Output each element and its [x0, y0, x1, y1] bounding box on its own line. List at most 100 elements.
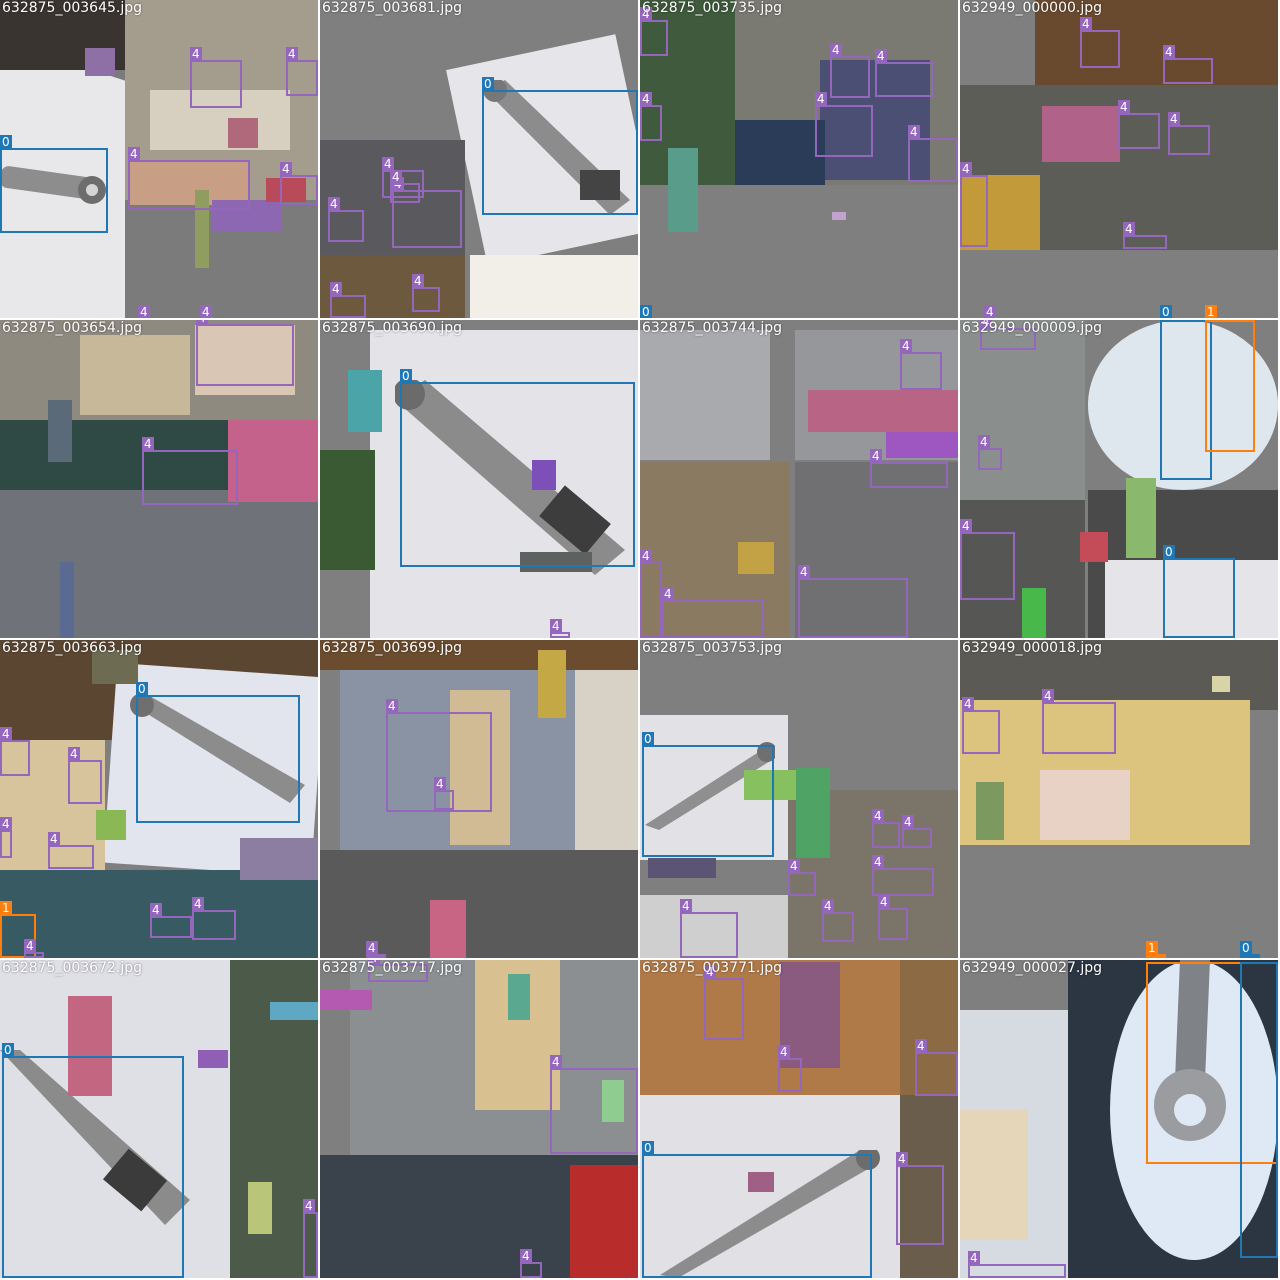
bbox-class-1: 1 [1205, 320, 1255, 452]
bbox-class-4: 4 [822, 899, 854, 942]
class-label: 0 [640, 305, 652, 318]
class-label: 4 [48, 832, 60, 846]
bbox-class-4: 4 [662, 587, 764, 638]
class-label: 4 [386, 699, 398, 713]
class-label: 4 [192, 897, 204, 911]
class-label: 4 [962, 697, 974, 711]
class-label: 4 [978, 435, 990, 449]
class-label: 4 [908, 125, 920, 139]
class-label: 1 [1205, 305, 1217, 318]
bbox-class-4: 4 [1168, 112, 1210, 155]
bbox-class-4: 4 [872, 855, 934, 896]
class-label: 4 [915, 1039, 927, 1053]
bbox-class-4: 4 [640, 549, 662, 638]
bbox-class-4: 4 [550, 1055, 638, 1154]
bbox-class-4: 4 [68, 747, 102, 804]
bbox-class-4: 4 [900, 339, 942, 390]
class-label: 4 [280, 162, 292, 176]
image-filename: 632949_000027.jpg [962, 960, 1102, 976]
class-label: 4 [200, 305, 212, 318]
image-filename: 632949_000009.jpg [962, 320, 1102, 336]
bbox-class-0: 0 [1160, 320, 1212, 480]
mosaic-tile: 4 4 632875_003654.jpg [0, 320, 318, 638]
bbox-class-4: 4 [962, 697, 1000, 754]
class-label: 4 [1168, 112, 1180, 126]
class-label: 4 [286, 47, 298, 61]
class-label: 4 [1118, 100, 1130, 114]
bbox-class-4: 4 [980, 320, 1036, 350]
class-label: 4 [662, 587, 674, 601]
bbox-class-0: 0 [642, 1141, 872, 1278]
bbox-class-4: 4 [520, 1249, 542, 1278]
bbox-class-4: 4 [915, 1039, 958, 1096]
bbox-class-4: 4 [1042, 689, 1116, 754]
bbox-class-4: 4 [680, 899, 738, 958]
class-label: 4 [390, 170, 402, 184]
bbox-class-0: 0 [136, 682, 300, 823]
image-filename: 632949_000018.jpg [962, 640, 1102, 656]
bbox-class-4: 4 [190, 47, 242, 108]
class-label: 4 [24, 939, 36, 953]
mosaic-tile: 0 4 4 4 4 4 4 4 632875_003753.jpg [640, 640, 958, 958]
class-label: 0 [1160, 320, 1172, 321]
image-filename: 632875_003744.jpg [642, 320, 782, 336]
class-label: 0 [482, 77, 494, 91]
bbox-class-4: 4 [368, 960, 428, 982]
class-label: 0 [642, 732, 654, 746]
image-filename: 632875_003717.jpg [322, 960, 462, 976]
class-label: 4 [980, 320, 992, 329]
class-label: 4 [1163, 45, 1175, 59]
bbox-class-4: 4 [815, 92, 873, 157]
class-label: 4 [550, 619, 562, 633]
class-label: 4 [878, 895, 890, 909]
class-label: 4 [640, 7, 652, 21]
class-label: 4 [366, 941, 378, 955]
mosaic-tile: 0 4 4 4 4 4 4 1 4 632875_003663.jpg [0, 640, 318, 958]
image-filename: 632875_003753.jpg [642, 640, 782, 656]
image-filename: 632875_003735.jpg [642, 0, 782, 16]
bbox-class-4: 4 [0, 727, 30, 776]
bbox-class-4: 4 [640, 7, 668, 56]
class-label: 1 [0, 901, 12, 915]
class-label: 0 [642, 1141, 654, 1155]
bbox-class-4: 4 [872, 809, 900, 848]
bbox-class-4: 4 [1118, 100, 1160, 149]
class-label: 4 [382, 157, 394, 171]
class-label: 0 [2, 1043, 14, 1057]
class-label: 4 [520, 1249, 532, 1263]
bbox-class-4: 4 [640, 92, 662, 141]
mosaic-tile: 4 4 4 632875_003699.jpg [320, 640, 638, 958]
mosaic-tile: 4 4 4 0 1 0 632949_000009.jpg [960, 320, 1278, 638]
class-label: 4 [68, 747, 80, 761]
bbox-class-4: 4 [330, 282, 366, 318]
class-label: 4 [0, 817, 12, 831]
image-filename: 632875_003645.jpg [2, 0, 142, 16]
bbox-class-4: 4 [366, 941, 386, 958]
bbox-class-4: 4 [386, 699, 492, 812]
class-label: 4 [680, 899, 692, 913]
bbox-class-4: 4 [390, 170, 420, 203]
bbox-class-4: 4 [192, 897, 236, 940]
class-label: 4 [896, 1152, 908, 1166]
bbox-class-4: 4 [1080, 17, 1120, 68]
image-filename: 632875_003681.jpg [322, 0, 462, 16]
bbox-class-4: 4 [382, 157, 424, 198]
class-label: 4 [815, 92, 827, 106]
bbox-class-0: 0 [0, 135, 108, 233]
bbox-class-4: 4 [870, 449, 948, 488]
bbox-class-0: 0 [482, 77, 638, 215]
bbox-class-4: 4 [968, 1251, 1066, 1278]
bbox-class-4: 4 [788, 859, 816, 896]
bbox-class-4: 4 [150, 903, 192, 938]
bbox-class-4: 4 [960, 519, 1015, 600]
mosaic-tile: 4 4 1 0 632949_000018.jpg [960, 640, 1278, 958]
class-label: 0 [0, 135, 12, 149]
class-label: 4 [434, 777, 446, 791]
mosaic-tile: 4 632949_000027.jpg [960, 960, 1278, 1278]
mosaic-tile: 4 4 4 4 4 4 0 632875_003735.jpg [640, 0, 958, 318]
image-filename: 632875_003690.jpg [322, 320, 462, 336]
class-label: 4 [900, 339, 912, 353]
class-label: 4 [872, 855, 884, 869]
bbox-class-4: 4 [778, 1045, 802, 1092]
